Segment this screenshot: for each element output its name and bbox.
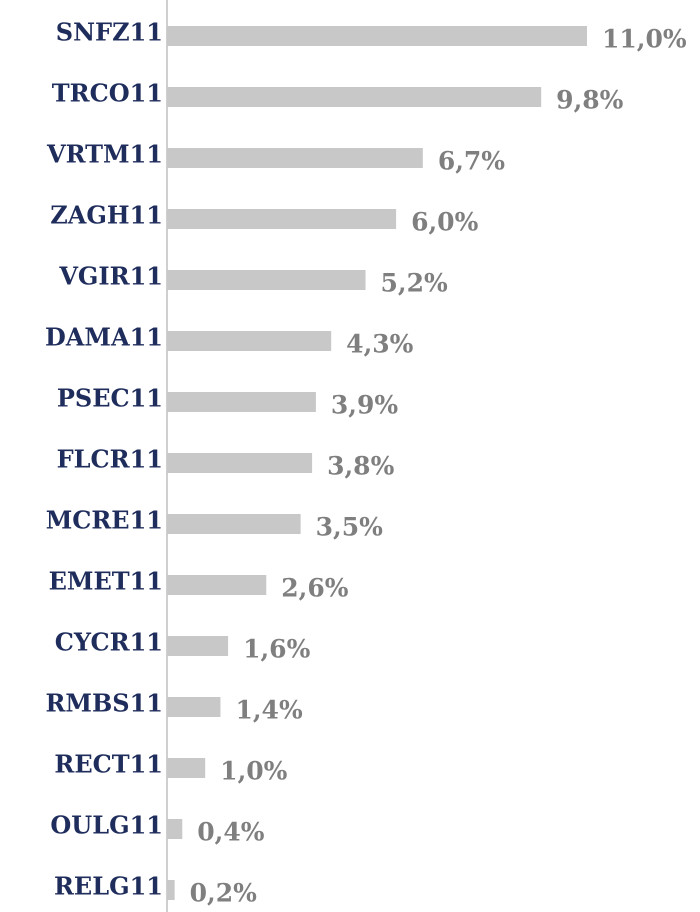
bar	[167, 209, 397, 229]
value-label: 1,6%	[243, 635, 310, 664]
value-label: 6,7%	[438, 147, 505, 176]
category-label: RMBS11	[45, 689, 163, 718]
value-label: 0,4%	[197, 818, 264, 847]
value-label: 3,5%	[316, 513, 383, 542]
bar	[167, 148, 423, 168]
bar	[167, 453, 313, 473]
value-label: 5,2%	[381, 269, 448, 298]
category-label: EMET11	[49, 567, 163, 596]
category-label: CYCR11	[55, 628, 163, 657]
bar	[167, 758, 206, 778]
bar	[167, 392, 316, 412]
value-label: 11,0%	[602, 25, 687, 54]
category-label: VRTM11	[46, 140, 163, 169]
value-label: 3,9%	[331, 391, 398, 420]
category-label: RECT11	[54, 750, 163, 779]
bar	[167, 26, 587, 46]
bar	[167, 697, 221, 717]
bar	[167, 331, 332, 351]
bar	[167, 514, 301, 534]
category-label: ZAGH11	[50, 201, 163, 230]
category-label: TRCO11	[52, 79, 163, 108]
category-label: OULG11	[50, 811, 163, 840]
category-label: SNFZ11	[56, 18, 163, 47]
value-label: 2,6%	[281, 574, 348, 603]
bar	[167, 880, 175, 900]
category-label: DAMA11	[45, 323, 163, 352]
bar	[167, 270, 366, 290]
category-label: FLCR11	[57, 445, 163, 474]
bar	[167, 575, 267, 595]
value-label: 1,0%	[220, 757, 287, 786]
bar	[167, 87, 542, 107]
value-label: 0,2%	[190, 879, 257, 908]
category-label: PSEC11	[57, 384, 163, 413]
bar	[167, 636, 229, 656]
value-label: 4,3%	[346, 330, 413, 359]
category-label: MCRE11	[46, 506, 163, 535]
value-label: 9,8%	[556, 86, 623, 115]
value-label: 1,4%	[235, 696, 302, 725]
category-label: RELG11	[54, 872, 163, 901]
value-label: 6,0%	[411, 208, 478, 237]
category-label: VGIR11	[58, 262, 163, 291]
bar	[167, 819, 183, 839]
value-label: 3,8%	[327, 452, 394, 481]
